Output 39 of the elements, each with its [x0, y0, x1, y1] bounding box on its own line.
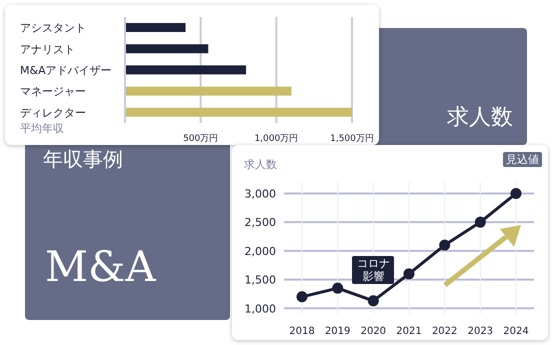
x-tick-label: 1,000万円 — [254, 134, 298, 144]
bar — [125, 65, 246, 74]
y-tick-label: マネージャー — [20, 85, 86, 98]
chart-title: 求人数 — [447, 104, 513, 132]
y-tick-label: ディレクター — [20, 106, 86, 120]
y-tick-label: 3,000 — [244, 187, 276, 200]
y-tick-label: 1,000 — [244, 302, 276, 316]
x-tick-label: 2023 — [468, 326, 494, 337]
x-tick-label: 2018 — [289, 326, 315, 337]
point — [368, 295, 379, 306]
x-tick-label: 1,500万円 — [330, 134, 374, 144]
y-tick-label: M&Aアドバイザー — [20, 64, 112, 77]
point — [404, 268, 414, 280]
text: M&A — [45, 242, 156, 291]
point — [296, 291, 308, 302]
y-axis-title: 求人数 — [244, 157, 277, 172]
x-tick-label: 2022 — [432, 326, 458, 337]
y-tick-label: アシスタント — [20, 22, 86, 35]
x-tick-label: 2020 — [360, 326, 386, 337]
x-tick-label: 2021 — [396, 326, 422, 337]
bar — [125, 108, 352, 117]
bar — [125, 86, 292, 96]
y-tick-label: 1,500 — [244, 274, 276, 287]
annotation: コロナ影響 — [355, 256, 392, 283]
y-tick-label: 2,000 — [244, 244, 276, 258]
text: 見込値 — [503, 152, 542, 167]
point — [474, 216, 486, 228]
bar — [125, 23, 186, 32]
x-axis-title: 平均年収 — [20, 121, 64, 136]
point — [510, 188, 522, 199]
point — [332, 282, 344, 294]
text: 年収事例 — [43, 146, 123, 173]
y-tick-label: 2,500 — [244, 216, 276, 230]
x-tick-label: 2024 — [503, 326, 529, 337]
x-tick-label: 2019 — [324, 326, 350, 337]
x-tick-label: 500万円 — [183, 134, 218, 144]
bar — [125, 44, 208, 54]
point — [439, 240, 450, 251]
y-tick-label: アナリスト — [20, 42, 75, 56]
